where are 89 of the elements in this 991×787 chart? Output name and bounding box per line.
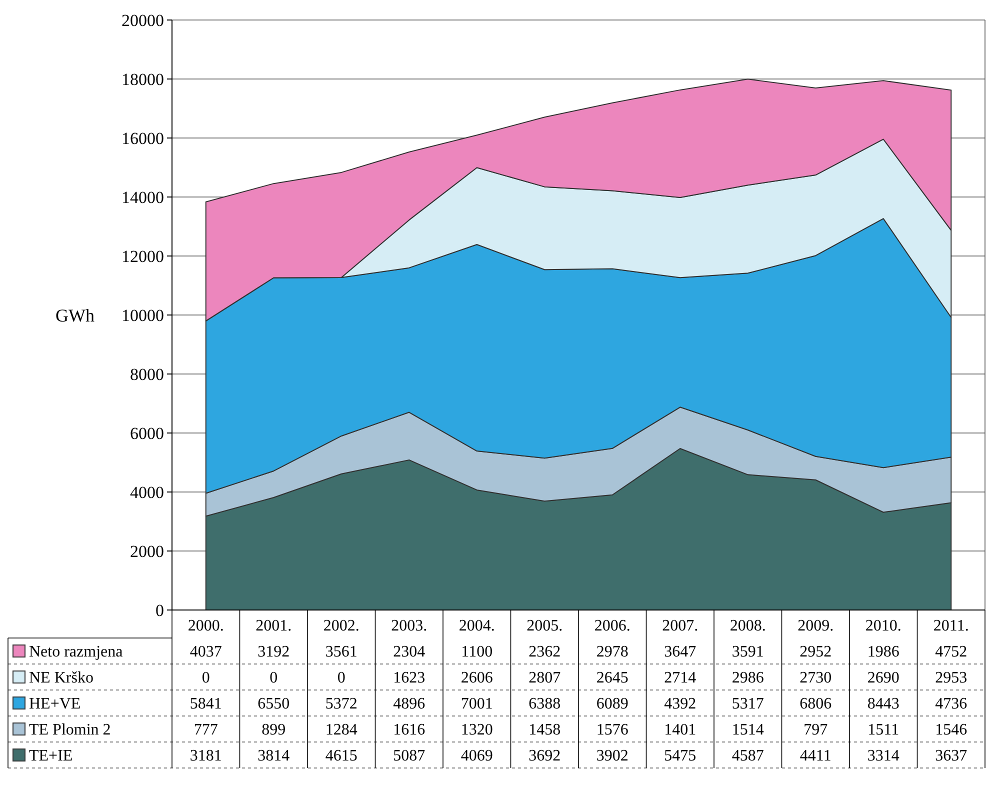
data-label: 1401	[664, 722, 696, 739]
data-label: 2690	[867, 670, 900, 687]
x-tick-label: 2000.	[188, 618, 224, 635]
legend-label: TE+IE	[29, 748, 73, 765]
data-label: 1546	[935, 722, 968, 739]
y-tick-label: 16000	[122, 128, 164, 148]
x-tick-label: 2011.	[933, 618, 969, 635]
y-tick-label: 14000	[122, 188, 164, 207]
data-label: 5475	[664, 748, 696, 765]
data-label: 3647	[664, 644, 696, 661]
data-label: 1511	[868, 722, 900, 739]
data-label: 4736	[935, 696, 968, 713]
data-label: 1514	[732, 722, 764, 739]
x-tick-label: 2009.	[798, 618, 834, 635]
x-tick-label: 2006.	[594, 618, 630, 635]
data-label: 3314	[867, 748, 900, 765]
data-label: 2807	[528, 670, 561, 687]
data-label: 2714	[664, 670, 696, 687]
data-label: 1616	[393, 722, 426, 739]
y-tick-label: 18000	[122, 70, 164, 89]
data-label: 4587	[732, 748, 764, 765]
data-label: 1284	[325, 722, 358, 739]
data-label: 7001	[460, 696, 493, 713]
data-label: 4896	[393, 696, 426, 713]
data-label: 3814	[258, 748, 290, 765]
data-label: 1986	[867, 644, 900, 661]
data-label: 2730	[800, 670, 832, 687]
data-label: 3561	[325, 644, 358, 661]
data-label: 5841	[190, 696, 222, 713]
data-label: 6388	[528, 696, 561, 713]
data-label: 0	[337, 670, 346, 687]
data-label: 797	[804, 722, 828, 739]
y-tick-label: 10000	[122, 306, 164, 325]
data-label: 3181	[190, 748, 222, 765]
y-axis-title: GWh	[56, 305, 94, 326]
data-label: 4411	[800, 748, 832, 765]
data-label: 3692	[528, 748, 561, 765]
x-tick-label: 2008.	[730, 618, 766, 635]
data-label: 2986	[732, 670, 764, 687]
y-tick-label: 6000	[130, 424, 164, 443]
data-label: 1576	[596, 722, 628, 739]
data-label: 4752	[935, 644, 968, 661]
x-tick-label: 2005.	[526, 618, 563, 635]
data-label: 8443	[867, 696, 900, 713]
data-label: 1623	[393, 670, 426, 687]
data-label: 2953	[935, 670, 968, 687]
y-tick-label: 2000	[130, 542, 164, 561]
data-label: 1320	[460, 722, 493, 739]
legend-label: Neto razmjena	[29, 644, 123, 661]
legend-label: NE Krško	[29, 670, 94, 687]
data-label: 1458	[528, 722, 561, 739]
legend-label: HE+VE	[29, 696, 81, 713]
data-label: 5317	[732, 696, 764, 713]
legend-label: TE Plomin 2	[29, 722, 111, 739]
x-tick-label: 2002.	[323, 618, 360, 635]
data-label: 2606	[460, 670, 493, 687]
y-tick-label: 8000	[130, 364, 164, 384]
x-tick-label: 2001.	[256, 618, 292, 635]
data-label: 6806	[800, 696, 832, 713]
x-tick-label: 2004.	[458, 618, 495, 635]
data-label: 1100	[461, 644, 493, 661]
y-tick-label: 12000	[122, 246, 164, 266]
y-tick-label: 0	[156, 600, 164, 620]
x-tick-label: 2007.	[662, 618, 698, 635]
data-label: 0	[202, 670, 210, 687]
data-label: 3192	[258, 644, 290, 661]
data-label: 2645	[596, 670, 628, 687]
data-label: 5087	[393, 748, 426, 765]
data-label: 4392	[664, 696, 696, 713]
data-label: 2952	[800, 644, 832, 661]
data-label: 2362	[528, 644, 561, 661]
data-label: 5372	[325, 696, 358, 713]
data-label: 0	[270, 670, 278, 687]
x-tick-label: 2003.	[391, 618, 428, 635]
data-label: 2304	[393, 644, 426, 661]
y-tick-label: 20000	[122, 10, 164, 30]
data-label: 4615	[325, 748, 358, 765]
data-label: 6550	[258, 696, 290, 713]
data-label: 4037	[190, 644, 222, 661]
data-label: 3591	[732, 644, 764, 661]
data-label: 3637	[935, 748, 968, 765]
data-label: 777	[194, 722, 218, 739]
x-tick-label: 2010.	[865, 618, 902, 635]
y-tick-label: 4000	[130, 482, 164, 502]
data-label: 3902	[596, 748, 628, 765]
data-label: 4069	[460, 748, 493, 765]
data-label: 899	[262, 722, 286, 739]
data-label: 6089	[596, 696, 628, 713]
data-label: 2978	[596, 644, 628, 661]
